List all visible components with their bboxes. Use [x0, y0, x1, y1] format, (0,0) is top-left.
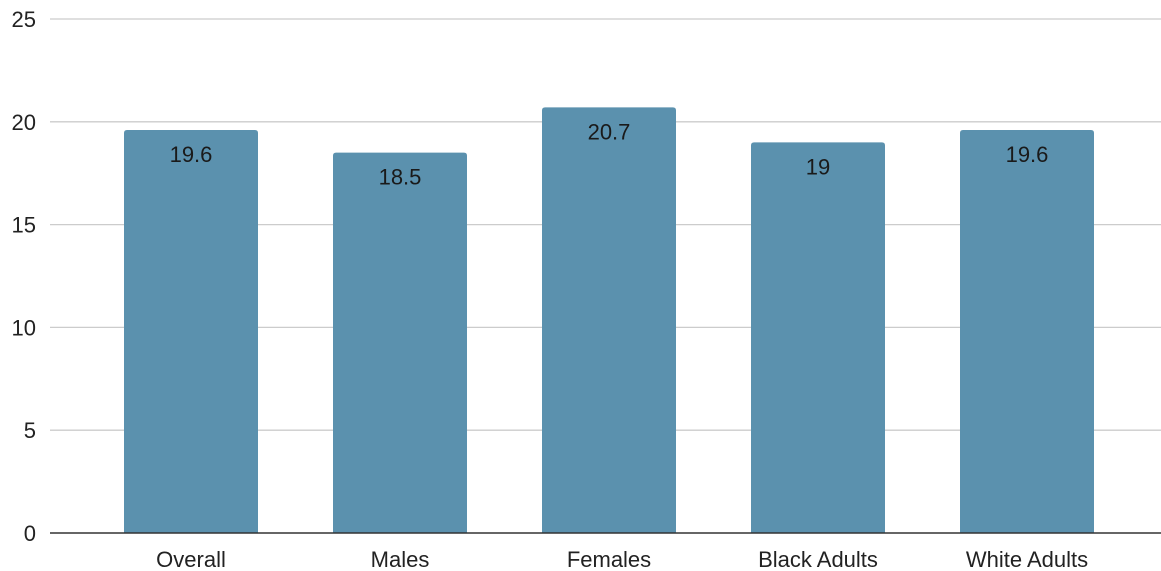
bars: [124, 107, 1094, 534]
y-tick-label: 25: [12, 7, 36, 32]
y-axis-tick-labels: 0 5 10 15 20 25: [12, 7, 36, 546]
x-axis-tick-labels: Overall Males Females Black Adults White Adu…: [156, 547, 1088, 571]
y-tick-label: 5: [24, 418, 36, 443]
x-tick-label: Overall: [156, 547, 226, 571]
x-tick-label: Males: [371, 547, 430, 571]
y-tick-label: 0: [24, 521, 36, 546]
bar: [333, 152, 467, 533]
data-label: 19: [806, 154, 830, 179]
data-label: 19.6: [170, 142, 213, 167]
x-tick-label: White Adults: [966, 547, 1088, 571]
data-label: 18.5: [379, 165, 422, 190]
x-tick-label: Black Adults: [758, 547, 878, 571]
data-label: 19.6: [1006, 142, 1049, 167]
y-tick-label: 20: [12, 110, 36, 135]
bar: [960, 130, 1094, 534]
data-label: 20.7: [588, 119, 631, 144]
y-tick-label: 15: [12, 213, 36, 238]
data-labels: 19.6 18.5 20.7 19 19.6: [170, 119, 1049, 189]
bar: [751, 142, 885, 534]
y-tick-label: 10: [12, 315, 36, 340]
bar: [124, 130, 258, 534]
bar: [542, 107, 676, 534]
x-tick-label: Females: [567, 547, 651, 571]
